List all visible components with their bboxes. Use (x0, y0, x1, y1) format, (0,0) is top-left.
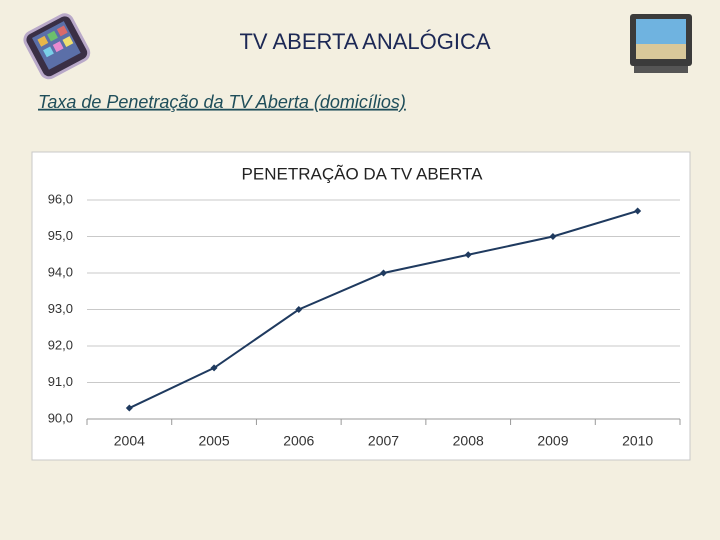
y-tick-label: 95,0 (48, 228, 73, 243)
point-marker (549, 233, 557, 240)
x-tick-label: 2008 (453, 433, 484, 449)
y-tick-label: 91,0 (48, 374, 73, 389)
tv-icon (630, 14, 692, 73)
y-tick-label: 92,0 (48, 337, 73, 352)
point-marker (380, 269, 387, 277)
x-tick-label: 2006 (283, 433, 314, 449)
y-tick-label: 96,0 (48, 191, 73, 206)
point-marker (295, 306, 303, 313)
phone-icon (23, 13, 91, 80)
x-tick-label: 2010 (622, 433, 653, 449)
y-tick-label: 90,0 (48, 410, 73, 425)
chart-title: PENETRAÇÃO DA TV ABERTA (242, 164, 484, 183)
x-tick-label: 2007 (368, 433, 399, 449)
x-tick-label: 2009 (537, 433, 568, 449)
point-marker (125, 404, 133, 412)
chart-frame (31, 151, 691, 461)
point-marker (464, 251, 472, 259)
point-marker (634, 207, 642, 215)
plot: 90,0 91,0 92,0 93,0 94,0 95,0 96,0 2004 2005 2006… (48, 191, 681, 449)
x-tick-label: 2004 (114, 433, 145, 449)
slide-subtitle: Taxa de Penetração da TV Aberta (domicíl… (38, 92, 406, 112)
point-marker (210, 364, 218, 372)
y-tick-label: 93,0 (48, 301, 73, 316)
y-tick-label: 94,0 (48, 264, 73, 279)
x-tick-label: 2005 (198, 433, 229, 449)
slide-title: TV ABERTA ANALÓGICA (239, 29, 490, 54)
